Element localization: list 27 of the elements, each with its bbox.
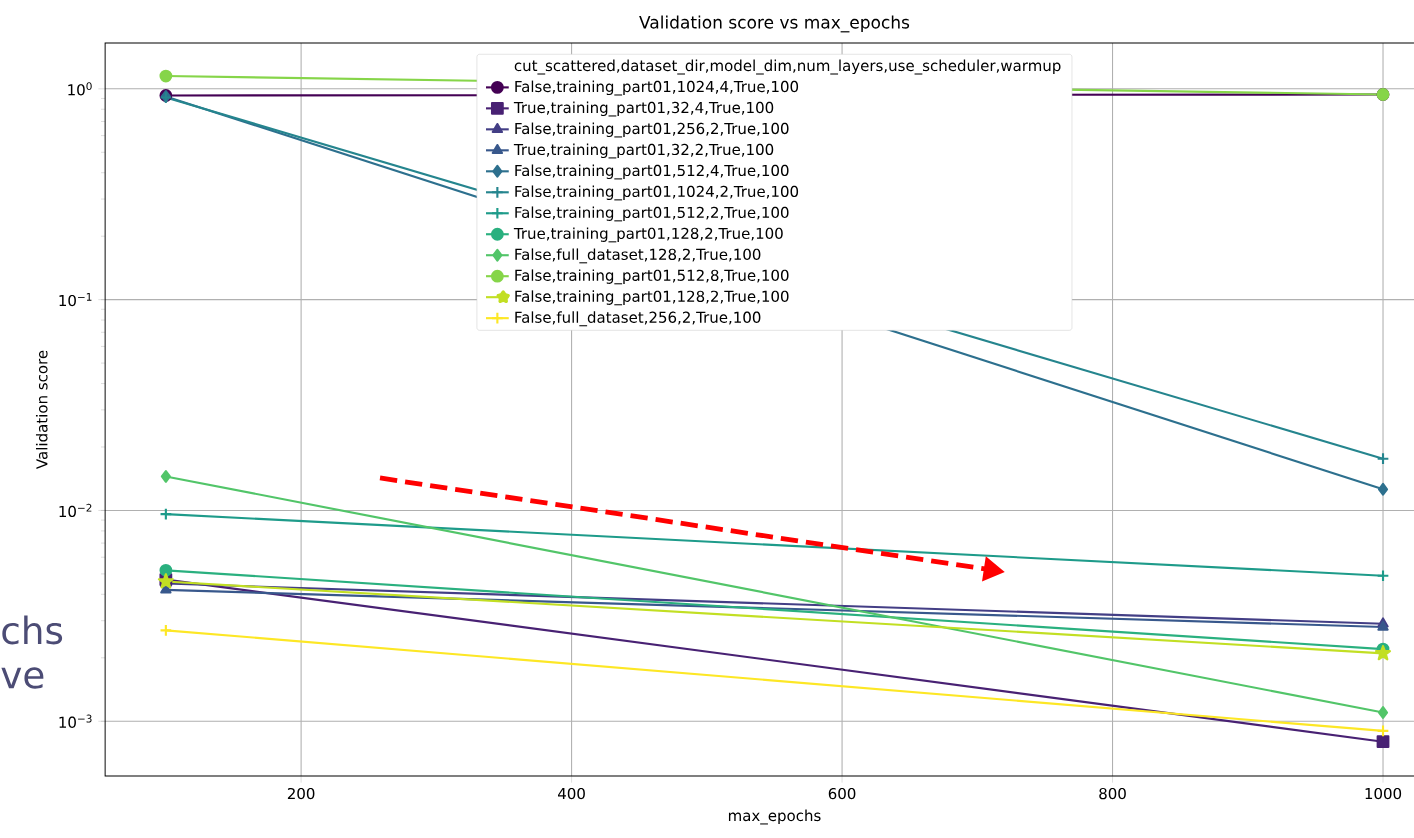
y-tick-label: 10$^{−1}$ — [59, 293, 92, 307]
x-tick-label: 800 — [1099, 787, 1126, 800]
legend-label: False,training_part01,128,2,True,100 — [515, 290, 789, 306]
x-tick-label: 1000 — [1365, 787, 1402, 800]
legend-label: False,training_part01,256,2,True,100 — [515, 122, 789, 138]
legend-label: False,training_part01,512,2,True,100 — [515, 206, 789, 222]
x-axis-title: max_epochs — [728, 809, 821, 825]
x-tick-label: 600 — [828, 787, 856, 800]
legend-label: True,training_part01,32,2,True,100 — [513, 143, 774, 159]
text: chs — [2, 615, 63, 645]
legend-label: True,training_part01,32,4,True,100 — [513, 101, 774, 117]
legend-label: False,training_part01,1024,2,True,100 — [515, 185, 799, 201]
legend-label: False,training_part01,1024,4,True,100 — [515, 80, 799, 96]
chart-title: Validation score vs max_epochs — [639, 15, 910, 33]
legend-label: False,training_part01,512,4,True,100 — [515, 164, 789, 180]
y-tick-label: 10$^{−3}$ — [59, 714, 92, 728]
text: ve — [1, 667, 44, 689]
legend-label: False,full_dataset,256,2,True,100 — [515, 311, 761, 327]
y-tick-label: 10$^{0}$ — [68, 82, 92, 96]
legend-label: True,training_part01,128,2,True,100 — [513, 227, 783, 243]
legend-label: False,full_dataset,128,2,True,100 — [515, 248, 761, 264]
y-axis-title: Validation score — [35, 350, 48, 469]
y-tick-label: 10$^{−2}$ — [59, 503, 92, 518]
x-tick-label: 200 — [287, 787, 315, 800]
legend-title: cut_scattered,dataset_dir,model_dim,num_layers,use_scheduler,warmup — [514, 59, 1061, 75]
legend-label: False,training_part01,512,8,True,100 — [515, 269, 789, 285]
x-tick-label: 400 — [558, 787, 585, 800]
